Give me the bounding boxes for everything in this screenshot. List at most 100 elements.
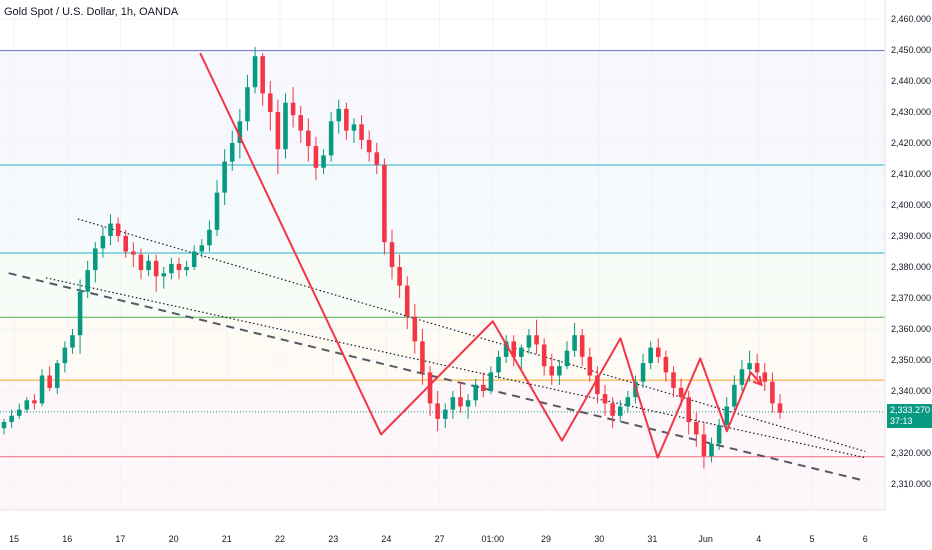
- candle-body: [70, 335, 75, 348]
- candle-body: [511, 341, 517, 357]
- candle-body: [161, 273, 167, 277]
- time-tick-label: 27: [435, 534, 445, 544]
- candle-body: [519, 347, 524, 357]
- price-tick-label: 2,340.000: [891, 386, 931, 396]
- candle-body: [77, 291, 83, 336]
- candle-body: [344, 108, 349, 131]
- level-band: [0, 165, 885, 254]
- candle-body: [488, 372, 494, 391]
- candle-body: [9, 415, 14, 422]
- candle-body: [747, 363, 752, 370]
- candle-body: [306, 130, 311, 147]
- candle-body: [275, 112, 281, 150]
- candle-body: [267, 93, 273, 112]
- time-tick-label: 24: [381, 534, 391, 544]
- candle-body: [336, 108, 342, 122]
- candle-body: [32, 400, 37, 404]
- candle-body: [572, 335, 577, 351]
- candle-body: [24, 400, 30, 410]
- candle-body: [610, 403, 615, 416]
- candle-body: [1, 422, 7, 429]
- price-tick-label: 2,400.000: [891, 200, 931, 210]
- candle-body: [169, 263, 174, 274]
- candle-body: [39, 375, 45, 404]
- candle-body: [245, 87, 250, 122]
- price-tick-label: 2,370.000: [891, 293, 931, 303]
- candle-body: [199, 245, 205, 252]
- candle-body: [496, 356, 501, 373]
- candle-body: [671, 372, 676, 388]
- candle-body: [62, 347, 68, 364]
- level-band: [0, 380, 885, 457]
- price-tick-label: 2,430.000: [891, 107, 931, 117]
- time-tick-label: 23: [328, 534, 338, 544]
- candle-body: [252, 56, 258, 88]
- price-tick-label: 2,440.000: [891, 76, 931, 86]
- time-tick-label: Jun: [698, 534, 713, 544]
- candle-body: [458, 397, 463, 407]
- candle-body: [260, 56, 265, 94]
- candle-body: [207, 229, 212, 246]
- zigzag-arrowhead: [752, 375, 763, 387]
- zigzag-path: [199, 52, 763, 459]
- candle-body: [534, 335, 539, 345]
- candle-body: [564, 350, 570, 367]
- candle-body: [222, 161, 227, 193]
- candle-body: [47, 375, 52, 388]
- candle-body: [366, 139, 372, 153]
- level-band: [0, 456, 885, 510]
- candle-body: [732, 384, 737, 407]
- candle-body: [359, 124, 364, 140]
- candle-body: [176, 263, 182, 271]
- level-band: [0, 253, 885, 318]
- candlesticks: [1, 46, 783, 469]
- candle-body: [328, 121, 334, 156]
- candle-body: [374, 152, 380, 165]
- time-tick-label: 4: [756, 534, 761, 544]
- price-tick-label: 2,320.000: [891, 448, 931, 458]
- candle-body: [762, 372, 768, 382]
- candle-body: [283, 102, 288, 150]
- candle-body: [663, 356, 669, 373]
- candle-body: [579, 335, 585, 357]
- candle-body: [640, 363, 646, 382]
- candle-body: [138, 254, 144, 271]
- candle-body: [686, 397, 691, 422]
- candle-body: [435, 403, 440, 419]
- candle-body: [549, 366, 555, 376]
- time-tick-label: 15: [9, 534, 19, 544]
- price-tick-label: 2,460.000: [891, 14, 931, 24]
- candle-body: [191, 251, 197, 267]
- candle-body: [229, 143, 235, 162]
- candle-body: [153, 260, 159, 277]
- candle-body: [442, 409, 448, 419]
- candle-body: [595, 375, 600, 395]
- time-tick-label: 22: [275, 534, 285, 544]
- candle-body: [115, 223, 121, 236]
- candle-body: [382, 164, 387, 243]
- horizontal-levels: [0, 50, 885, 458]
- candle-body: [450, 397, 456, 410]
- candle-body: [321, 155, 326, 168]
- candle-body: [587, 356, 593, 376]
- time-axis: 15 16 17 20 21 22 23 24 27 01:00 29 30 31 Jun 4 5 6: [0, 509, 885, 544]
- candle-body: [16, 409, 22, 416]
- candle-body: [420, 341, 425, 373]
- candle-body: [625, 397, 631, 407]
- candle-body: [123, 236, 129, 252]
- time-tick-label: 31: [647, 534, 657, 544]
- price-tick-label: 2,360.000: [891, 324, 931, 334]
- level-bands: [0, 50, 885, 510]
- candle-body: [648, 347, 653, 364]
- candle-body: [54, 363, 60, 388]
- candle-body: [701, 434, 707, 457]
- candle-body: [473, 384, 478, 401]
- price-tick-label: 2,390.000: [891, 231, 931, 241]
- candle-body: [557, 366, 562, 376]
- last-price-badge: 2,333.270 37:13: [887, 404, 932, 428]
- time-tick-label: 01:00: [482, 534, 505, 544]
- candle-body: [739, 369, 745, 385]
- candle-body: [526, 335, 532, 348]
- candle-body: [313, 146, 319, 168]
